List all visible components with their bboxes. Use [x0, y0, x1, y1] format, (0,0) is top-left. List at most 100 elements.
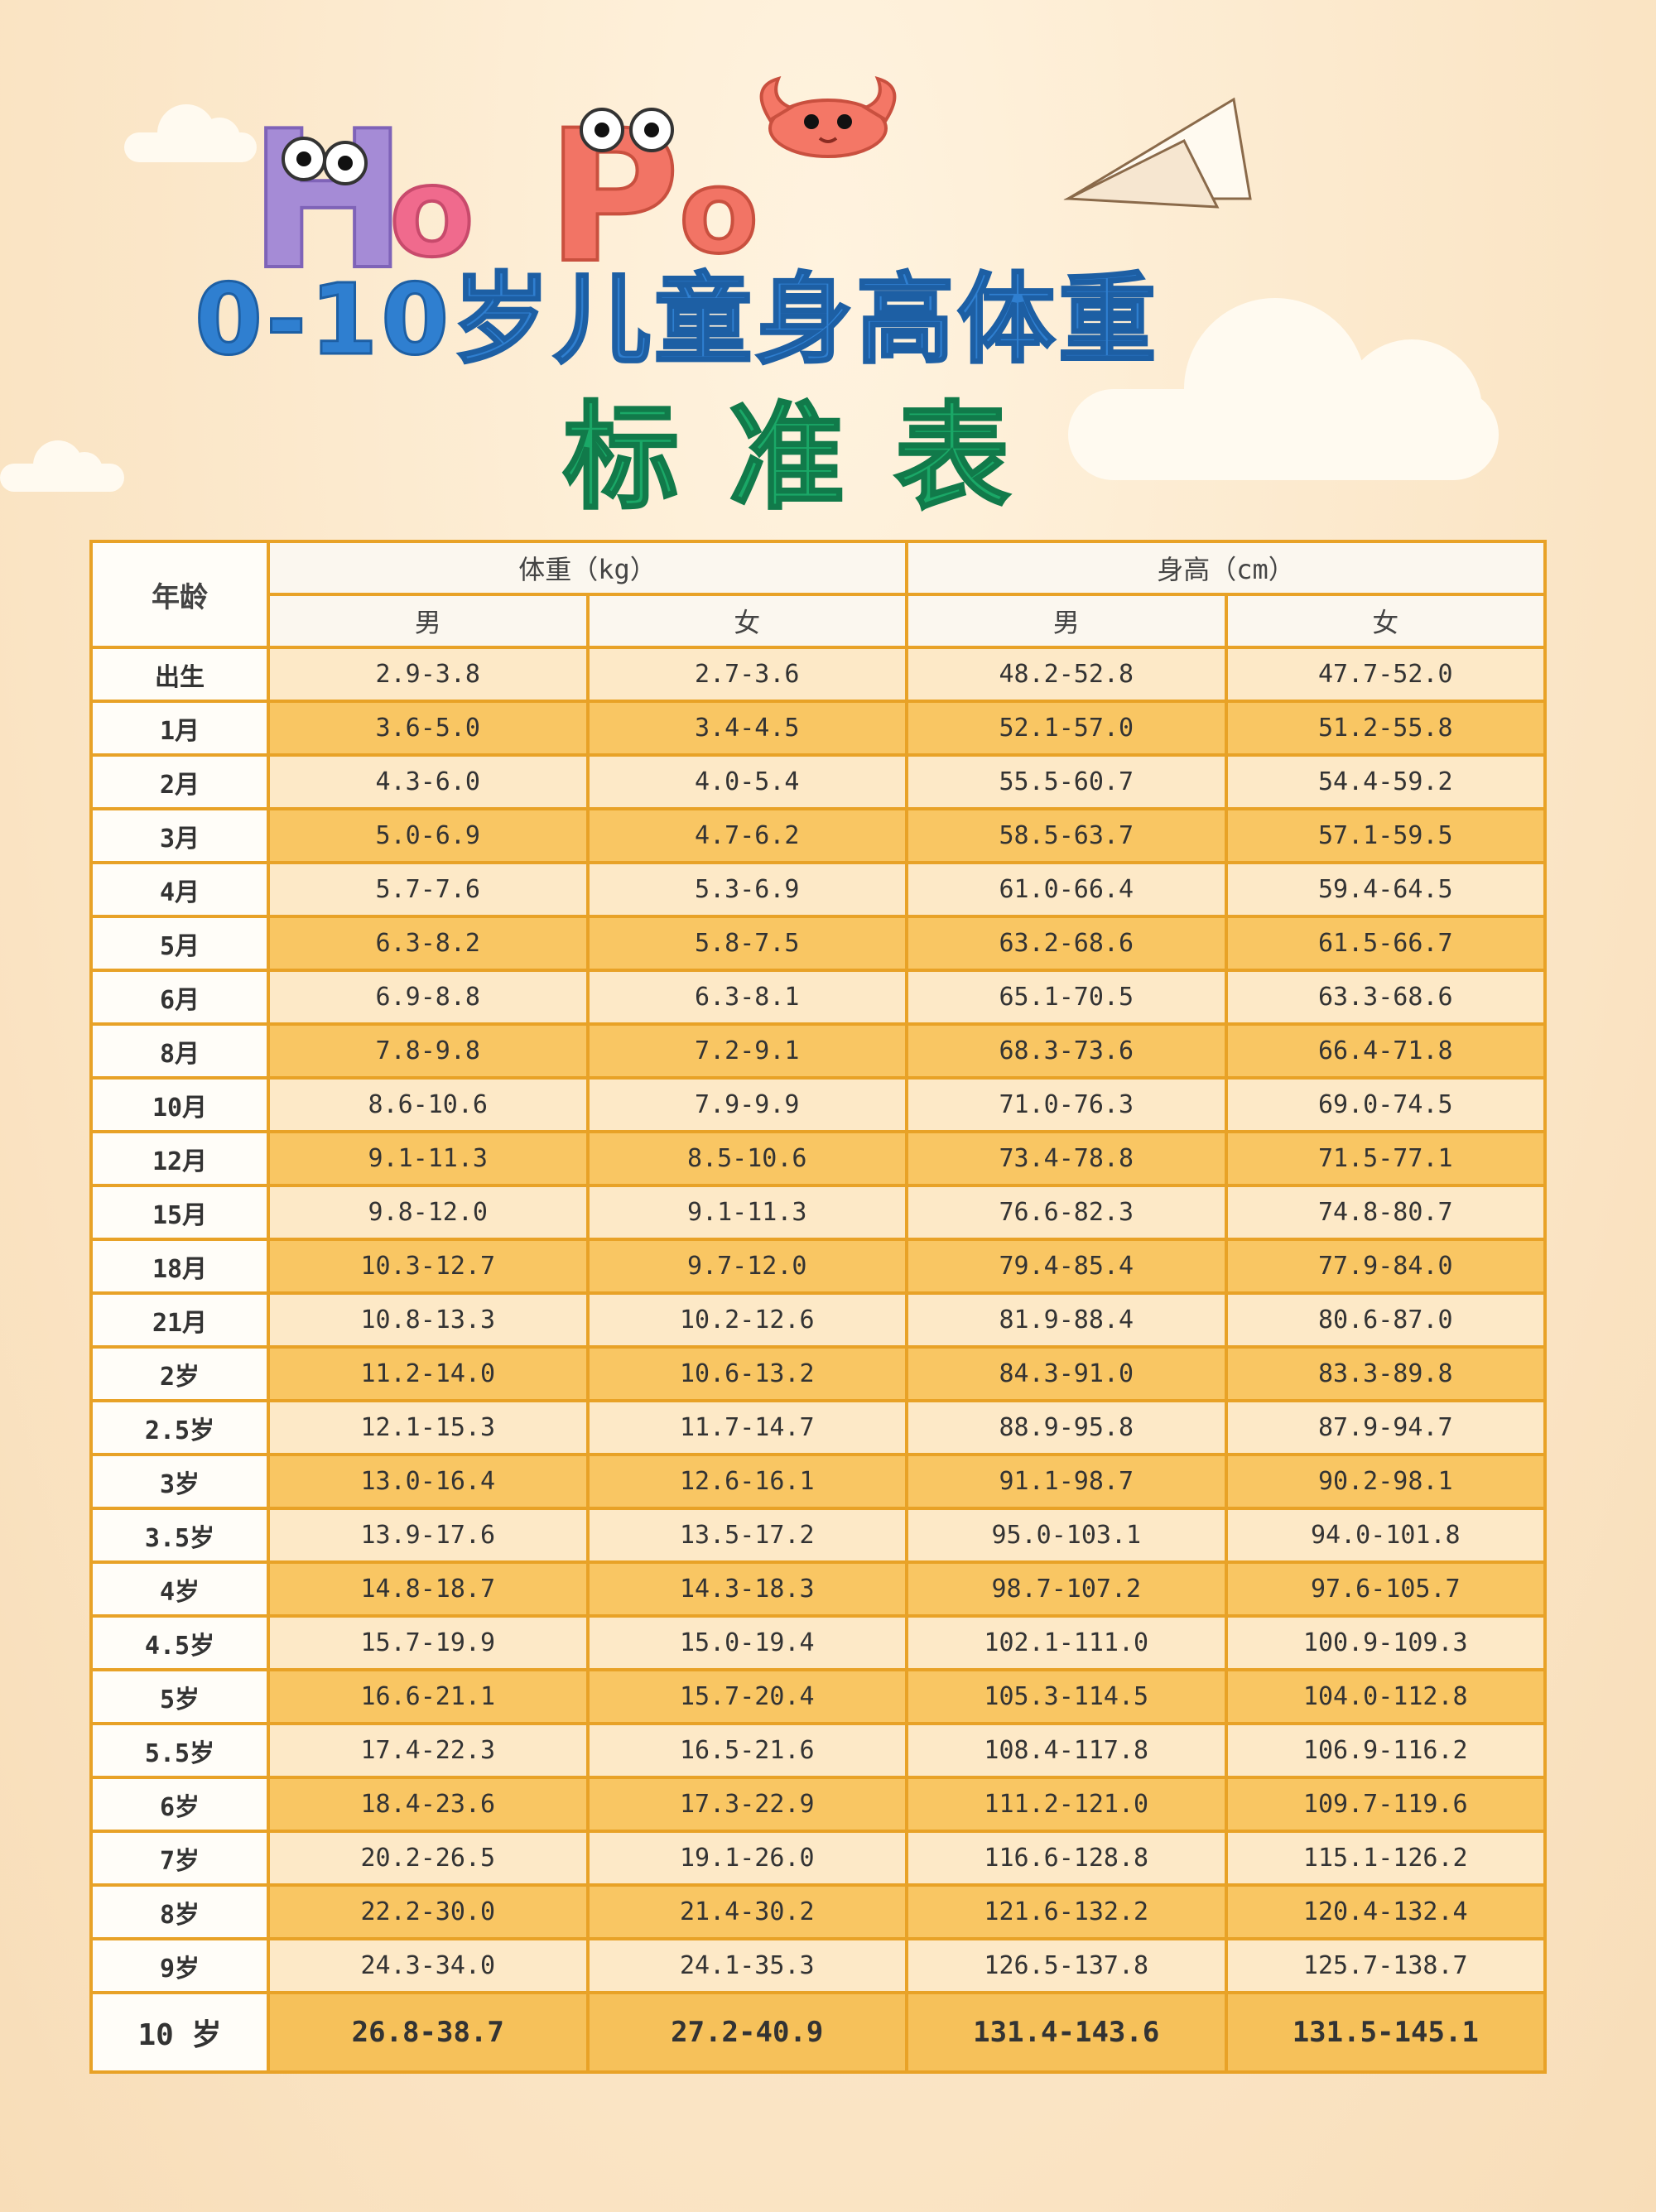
weight-male-cell: 5.7-7.6 — [267, 861, 590, 918]
cartoon-eye-icon — [323, 141, 368, 185]
column-header-height-female: 女 — [1224, 593, 1548, 649]
weight-female-cell: 7.2-9.1 — [585, 1022, 909, 1080]
height-female-cell: 77.9-84.0 — [1224, 1238, 1548, 1295]
height-female-cell: 57.1-59.5 — [1224, 807, 1548, 864]
age-cell: 1月 — [89, 700, 270, 757]
height-male-cell: 111.2-121.0 — [905, 1776, 1228, 1833]
table-row: 5岁 16.6-21.1 15.7-20.4 105.3-114.5 104.0-112… — [89, 1668, 1548, 1725]
weight-female-cell: 24.1-35.3 — [585, 1937, 909, 1994]
height-male-cell: 71.0-76.3 — [905, 1076, 1228, 1133]
weight-male-cell: 10.8-13.3 — [267, 1291, 590, 1349]
weight-female-cell: 27.2-40.9 — [585, 1991, 909, 2074]
height-male-cell: 84.3-91.0 — [905, 1345, 1228, 1402]
weight-female-cell: 14.3-18.3 — [585, 1560, 909, 1618]
table-row: 3岁 13.0-16.4 12.6-16.1 91.1-98.7 90.2-98.1 — [89, 1453, 1548, 1510]
height-male-cell: 108.4-117.8 — [905, 1722, 1228, 1779]
age-cell: 出生 — [89, 646, 270, 703]
age-cell: 6月 — [89, 969, 270, 1026]
weight-male-cell: 16.6-21.1 — [267, 1668, 590, 1725]
weight-male-cell: 5.0-6.9 — [267, 807, 590, 864]
height-male-cell: 88.9-95.8 — [905, 1399, 1228, 1456]
weight-female-cell: 15.7-20.4 — [585, 1668, 909, 1725]
height-male-cell: 95.0-103.1 — [905, 1507, 1228, 1564]
weight-male-cell: 17.4-22.3 — [267, 1722, 590, 1779]
height-male-cell: 76.6-82.3 — [905, 1184, 1228, 1241]
height-female-cell: 94.0-101.8 — [1224, 1507, 1548, 1564]
table-row: 6岁 18.4-23.6 17.3-22.9 111.2-121.0 109.7-119… — [89, 1776, 1548, 1833]
table-row: 9岁 24.3-34.0 24.1-35.3 126.5-137.8 125.7-138… — [89, 1937, 1548, 1994]
column-header-height: 身高（cm） — [905, 540, 1548, 596]
weight-female-cell: 4.7-6.2 — [585, 807, 909, 864]
height-male-cell: 79.4-85.4 — [905, 1238, 1228, 1295]
height-female-cell: 69.0-74.5 — [1224, 1076, 1548, 1133]
age-cell: 8岁 — [89, 1883, 270, 1940]
height-male-cell: 126.5-137.8 — [905, 1937, 1228, 1994]
age-cell: 2月 — [89, 753, 270, 810]
table-row: 1月 3.6-5.0 3.4-4.5 52.1-57.0 51.2-55.8 — [89, 700, 1548, 757]
height-male-cell: 131.4-143.6 — [905, 1991, 1228, 2074]
cloud-decoration — [124, 104, 257, 162]
weight-female-cell: 15.0-19.4 — [585, 1614, 909, 1671]
weight-female-cell: 5.3-6.9 — [585, 861, 909, 918]
age-cell: 12月 — [89, 1130, 270, 1187]
column-header-height-male: 男 — [905, 593, 1228, 649]
weight-male-cell: 22.2-30.0 — [267, 1883, 590, 1940]
table-row: 8岁 22.2-30.0 21.4-30.2 121.6-132.2 120.4-132… — [89, 1883, 1548, 1940]
weight-female-cell: 8.5-10.6 — [585, 1130, 909, 1187]
height-female-cell: 51.2-55.8 — [1224, 700, 1548, 757]
weight-male-cell: 12.1-15.3 — [267, 1399, 590, 1456]
height-female-cell: 74.8-80.7 — [1224, 1184, 1548, 1241]
cartoon-letter-o: o — [677, 143, 760, 281]
height-female-cell: 131.5-145.1 — [1224, 1991, 1548, 2074]
height-male-cell: 58.5-63.7 — [905, 807, 1228, 864]
weight-female-cell: 13.5-17.2 — [585, 1507, 909, 1564]
height-female-cell: 63.3-68.6 — [1224, 969, 1548, 1026]
column-header-age: 年龄 — [89, 540, 270, 649]
height-male-cell: 81.9-88.4 — [905, 1291, 1228, 1349]
weight-female-cell: 12.6-16.1 — [585, 1453, 909, 1510]
height-female-cell: 125.7-138.7 — [1224, 1937, 1548, 1994]
weight-male-cell: 9.1-11.3 — [267, 1130, 590, 1187]
age-cell: 2.5岁 — [89, 1399, 270, 1456]
weight-male-cell: 6.3-8.2 — [267, 915, 590, 972]
cartoon-letter-o: o — [388, 139, 476, 286]
column-header-weight: 体重（kg） — [266, 540, 909, 596]
cartoon-letter-h: H — [247, 89, 409, 314]
age-cell: 8月 — [89, 1022, 270, 1080]
weight-female-cell: 16.5-21.6 — [585, 1722, 909, 1779]
column-header-weight-female: 女 — [585, 593, 909, 649]
table-row: 10月 8.6-10.6 7.9-9.9 71.0-76.3 69.0-74.5 — [89, 1076, 1548, 1133]
table-row: 21月 10.8-13.3 10.2-12.6 81.9-88.4 80.6-87.0 — [89, 1291, 1548, 1349]
height-female-cell: 87.9-94.7 — [1224, 1399, 1548, 1456]
weight-female-cell: 19.1-26.0 — [585, 1830, 909, 1887]
height-male-cell: 98.7-107.2 — [905, 1560, 1228, 1618]
table-row: 4月 5.7-7.6 5.3-6.9 61.0-66.4 59.4-64.5 — [89, 861, 1548, 918]
age-cell: 4.5岁 — [89, 1614, 270, 1671]
weight-male-cell: 24.3-34.0 — [267, 1937, 590, 1994]
weight-male-cell: 20.2-26.5 — [267, 1830, 590, 1887]
weight-male-cell: 14.8-18.7 — [267, 1560, 590, 1618]
weight-male-cell: 6.9-8.8 — [267, 969, 590, 1026]
age-cell: 3.5岁 — [89, 1507, 270, 1564]
height-female-cell: 59.4-64.5 — [1224, 861, 1548, 918]
table-row: 2.5岁 12.1-15.3 11.7-14.7 88.9-95.8 87.9-94.7 — [89, 1399, 1548, 1456]
height-female-cell: 90.2-98.1 — [1224, 1453, 1548, 1510]
weight-female-cell: 9.7-12.0 — [585, 1238, 909, 1295]
weight-male-cell: 13.9-17.6 — [267, 1507, 590, 1564]
paper-plane-icon — [1063, 97, 1252, 209]
height-male-cell: 91.1-98.7 — [905, 1453, 1228, 1510]
height-female-cell: 106.9-116.2 — [1224, 1722, 1548, 1779]
cartoon-eye-icon — [629, 108, 674, 152]
weight-female-cell: 11.7-14.7 — [585, 1399, 909, 1456]
weight-female-cell: 6.3-8.1 — [585, 969, 909, 1026]
column-header-weight-male: 男 — [267, 593, 590, 649]
height-male-cell: 116.6-128.8 — [905, 1830, 1228, 1887]
weight-female-cell: 5.8-7.5 — [585, 915, 909, 972]
weight-male-cell: 2.9-3.8 — [267, 646, 590, 703]
weight-female-cell: 9.1-11.3 — [585, 1184, 909, 1241]
weight-male-cell: 13.0-16.4 — [267, 1453, 590, 1510]
height-male-cell: 65.1-70.5 — [905, 969, 1228, 1026]
age-cell: 7岁 — [89, 1830, 270, 1887]
weight-male-cell: 9.8-12.0 — [267, 1184, 590, 1241]
age-cell: 9岁 — [89, 1937, 270, 1994]
